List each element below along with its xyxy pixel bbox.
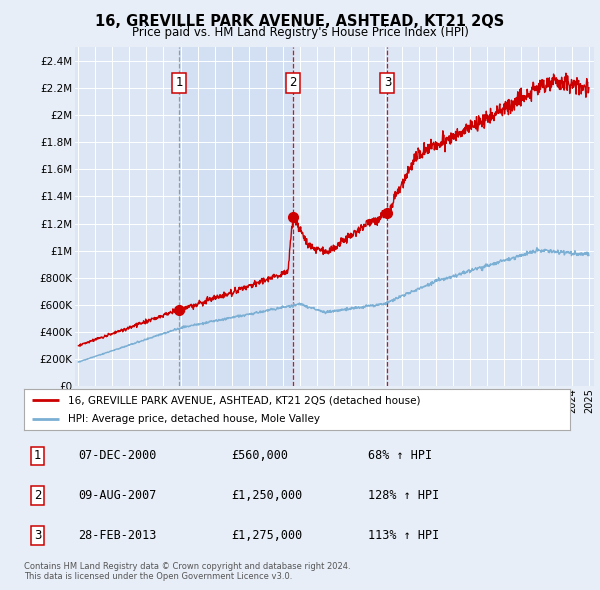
Bar bbox=[179, 47, 293, 386]
Text: 07-DEC-2000: 07-DEC-2000 bbox=[79, 450, 157, 463]
Text: £1,275,000: £1,275,000 bbox=[232, 529, 303, 542]
Text: 128% ↑ HPI: 128% ↑ HPI bbox=[368, 489, 439, 502]
Text: 3: 3 bbox=[34, 529, 41, 542]
Text: £1,250,000: £1,250,000 bbox=[232, 489, 303, 502]
Text: 16, GREVILLE PARK AVENUE, ASHTEAD, KT21 2QS (detached house): 16, GREVILLE PARK AVENUE, ASHTEAD, KT21 … bbox=[68, 395, 420, 405]
Text: 28-FEB-2013: 28-FEB-2013 bbox=[79, 529, 157, 542]
Text: 68% ↑ HPI: 68% ↑ HPI bbox=[368, 450, 432, 463]
Text: 1: 1 bbox=[34, 450, 41, 463]
Text: £560,000: £560,000 bbox=[232, 450, 289, 463]
Text: 3: 3 bbox=[384, 76, 391, 89]
Text: 113% ↑ HPI: 113% ↑ HPI bbox=[368, 529, 439, 542]
Text: Contains HM Land Registry data © Crown copyright and database right 2024.
This d: Contains HM Land Registry data © Crown c… bbox=[24, 562, 350, 581]
Text: 2: 2 bbox=[34, 489, 41, 502]
Text: 09-AUG-2007: 09-AUG-2007 bbox=[79, 489, 157, 502]
Text: HPI: Average price, detached house, Mole Valley: HPI: Average price, detached house, Mole… bbox=[68, 414, 320, 424]
Text: 1: 1 bbox=[175, 76, 183, 89]
Text: 2: 2 bbox=[289, 76, 297, 89]
Text: Price paid vs. HM Land Registry's House Price Index (HPI): Price paid vs. HM Land Registry's House … bbox=[131, 26, 469, 39]
Text: 16, GREVILLE PARK AVENUE, ASHTEAD, KT21 2QS: 16, GREVILLE PARK AVENUE, ASHTEAD, KT21 … bbox=[95, 14, 505, 28]
